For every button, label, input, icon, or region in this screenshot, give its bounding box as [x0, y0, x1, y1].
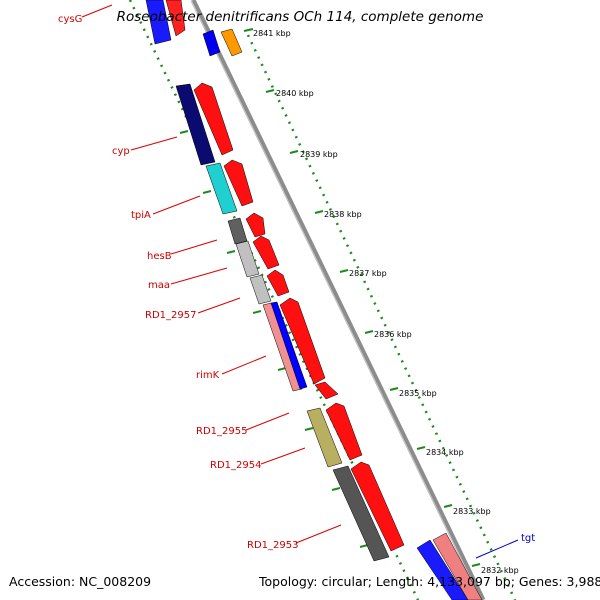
gene-label-rimk: rimK [196, 370, 220, 381]
gene-block [249, 274, 272, 305]
topology-label: Topology: circular; Length: 4,133,097 bp… [259, 574, 600, 589]
gene-arrow [252, 235, 280, 270]
gene-arrow [165, 0, 186, 37]
gene-block [416, 539, 469, 600]
gene-block [175, 83, 216, 166]
gene-label-tpia: tpiA [131, 210, 151, 221]
gene-label-rd1-2957: RD1_2957 [145, 310, 196, 321]
gene-arrow [266, 269, 290, 297]
leader-lines [81, 4, 342, 544]
gene-label-rd1-2955: RD1_2955 [196, 426, 247, 437]
kbp-label: 2835 kbp [399, 389, 437, 398]
gene-arrow [325, 402, 363, 461]
kbp-label: 2832 kbp [481, 566, 519, 575]
gene-label-tgt: tgt [521, 533, 535, 544]
kbp-tick: 2836 kbp [364, 330, 412, 339]
kbp-label: 2833 kbp [453, 507, 491, 516]
gene-label-cysg: cysG [58, 14, 82, 25]
kbp-label: 2837 kbp [349, 269, 387, 278]
gene-block [270, 301, 308, 390]
kbp-label: 2840 kbp [276, 89, 314, 98]
kbp-tick: 2833 kbp [443, 504, 491, 516]
gene-block [227, 217, 248, 245]
map-title: Roseobacter denitrificans OCh 114, compl… [116, 9, 484, 25]
kbp-tick: 2832 kbp [471, 563, 519, 575]
gene-arrow [279, 297, 326, 385]
gene-arrow [245, 212, 266, 238]
gene-block [332, 465, 390, 562]
kbp-label: 2841 kbp [253, 29, 291, 38]
kbp-tick: 2841 kbp [243, 28, 291, 38]
gene-block [306, 407, 343, 468]
gene-arrow [202, 29, 221, 57]
gene-label-group: cysG cyp tpiA hesB maa RD1_2957 rimK RD1… [58, 14, 535, 551]
kbp-tick: 2837 kbp [339, 269, 387, 278]
right-dotted-track [246, 34, 517, 600]
kbp-tick: 2838 kbp [314, 210, 362, 219]
kbp-label: 2838 kbp [324, 210, 362, 219]
gene-label-cyp: cyp [112, 146, 130, 157]
kbp-label: 2836 kbp [374, 330, 412, 339]
kbp-label: 2839 kbp [300, 150, 338, 159]
gene-label-hesb: hesB [147, 251, 172, 262]
leader-line-tgt [475, 539, 519, 559]
gene-arrow [350, 461, 405, 552]
gene-arrow [193, 82, 234, 156]
kbp-tick: 2834 kbp [416, 446, 464, 457]
gene-block [205, 162, 238, 215]
left-ticks [179, 130, 369, 548]
gene-label-rd1-2954: RD1_2954 [210, 460, 261, 471]
gene-arrow [220, 28, 243, 57]
genome-backbone [190, 0, 486, 600]
gene-block [235, 240, 260, 278]
gene-arrow [223, 159, 254, 207]
kbp-label: 2834 kbp [426, 448, 464, 457]
kbp-tick: 2840 kbp [265, 89, 314, 98]
kbp-tick: 2839 kbp [289, 150, 338, 159]
genes-inner [145, 0, 469, 600]
gene-arrow [314, 381, 339, 400]
gene-label-rd1-2953: RD1_2953 [247, 540, 298, 551]
gene-block [262, 302, 303, 392]
accession-label: Accession: NC_008209 [9, 574, 152, 589]
genome-backbone-highlight [190, 0, 482, 600]
gene-label-maa: maa [148, 280, 170, 291]
gene-block [145, 0, 172, 45]
kbp-tick: 2835 kbp [389, 387, 437, 398]
genes-arrows [165, 0, 483, 600]
gene-arrow [432, 532, 483, 600]
kbp-ticks: 2841 kbp 2840 kbp 2839 kbp 2838 kbp 2837… [243, 28, 519, 575]
